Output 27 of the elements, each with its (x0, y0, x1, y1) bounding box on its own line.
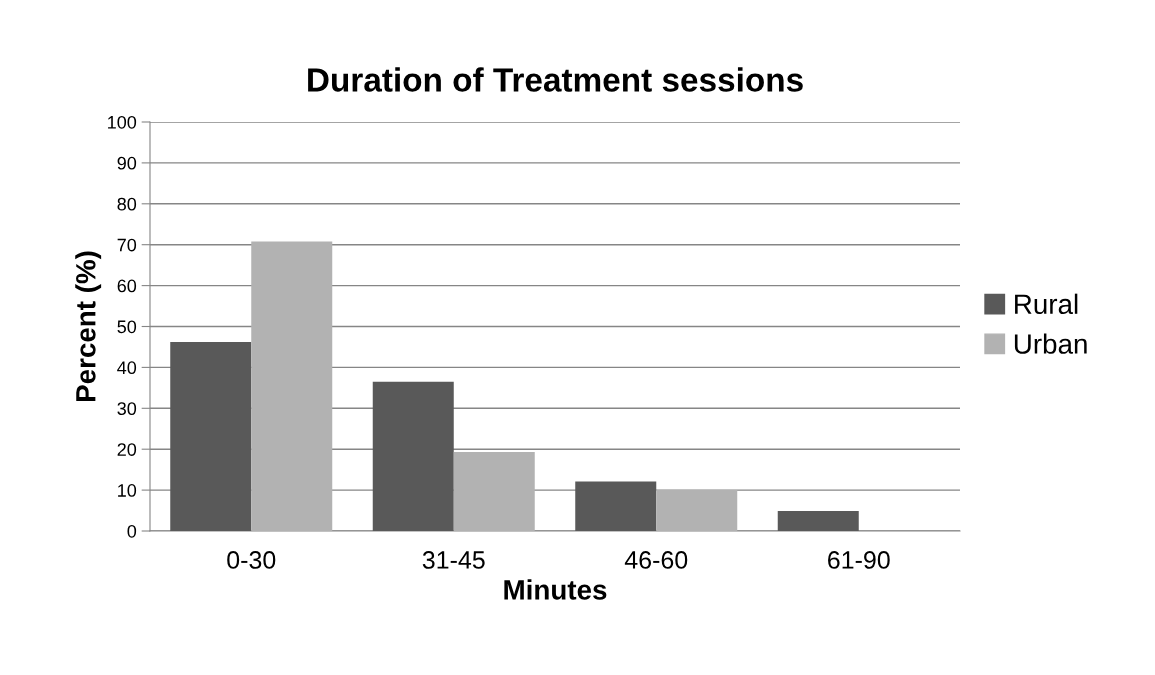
bar (251, 241, 333, 531)
x-tick-label: 61-90 (828, 551, 890, 569)
y-tick-label: 70 (117, 238, 137, 252)
y-tick-label: 50 (117, 320, 137, 334)
bar (777, 510, 859, 531)
bar (170, 342, 252, 531)
legend-label: Urban (1014, 333, 1087, 354)
y-axis-title: Percent (%) (75, 251, 102, 402)
y-tick-label: 10 (118, 484, 137, 497)
bar (453, 452, 535, 531)
x-axis-title: Minutes (504, 579, 607, 600)
chart-title: Duration of Treatment sessions (308, 67, 803, 92)
y-tick-label: 30 (117, 402, 137, 416)
y-tick-label: 90 (117, 156, 137, 170)
y-tick-label: 80 (117, 197, 137, 211)
x-tick-label: 46-60 (624, 551, 688, 569)
y-tick-label: 60 (117, 279, 137, 293)
y-tick-label: 100 (108, 115, 137, 129)
bar (656, 490, 738, 531)
y-tick-label: 40 (117, 361, 137, 375)
x-tick-label: 0-30 (227, 551, 276, 569)
y-tick-label: 0 (127, 524, 137, 538)
bar (372, 381, 454, 531)
bar (575, 481, 657, 531)
y-tick-label: 20 (117, 443, 137, 456)
x-tick-label: 31-45 (422, 551, 485, 569)
legend-label: Rural (1015, 293, 1078, 315)
